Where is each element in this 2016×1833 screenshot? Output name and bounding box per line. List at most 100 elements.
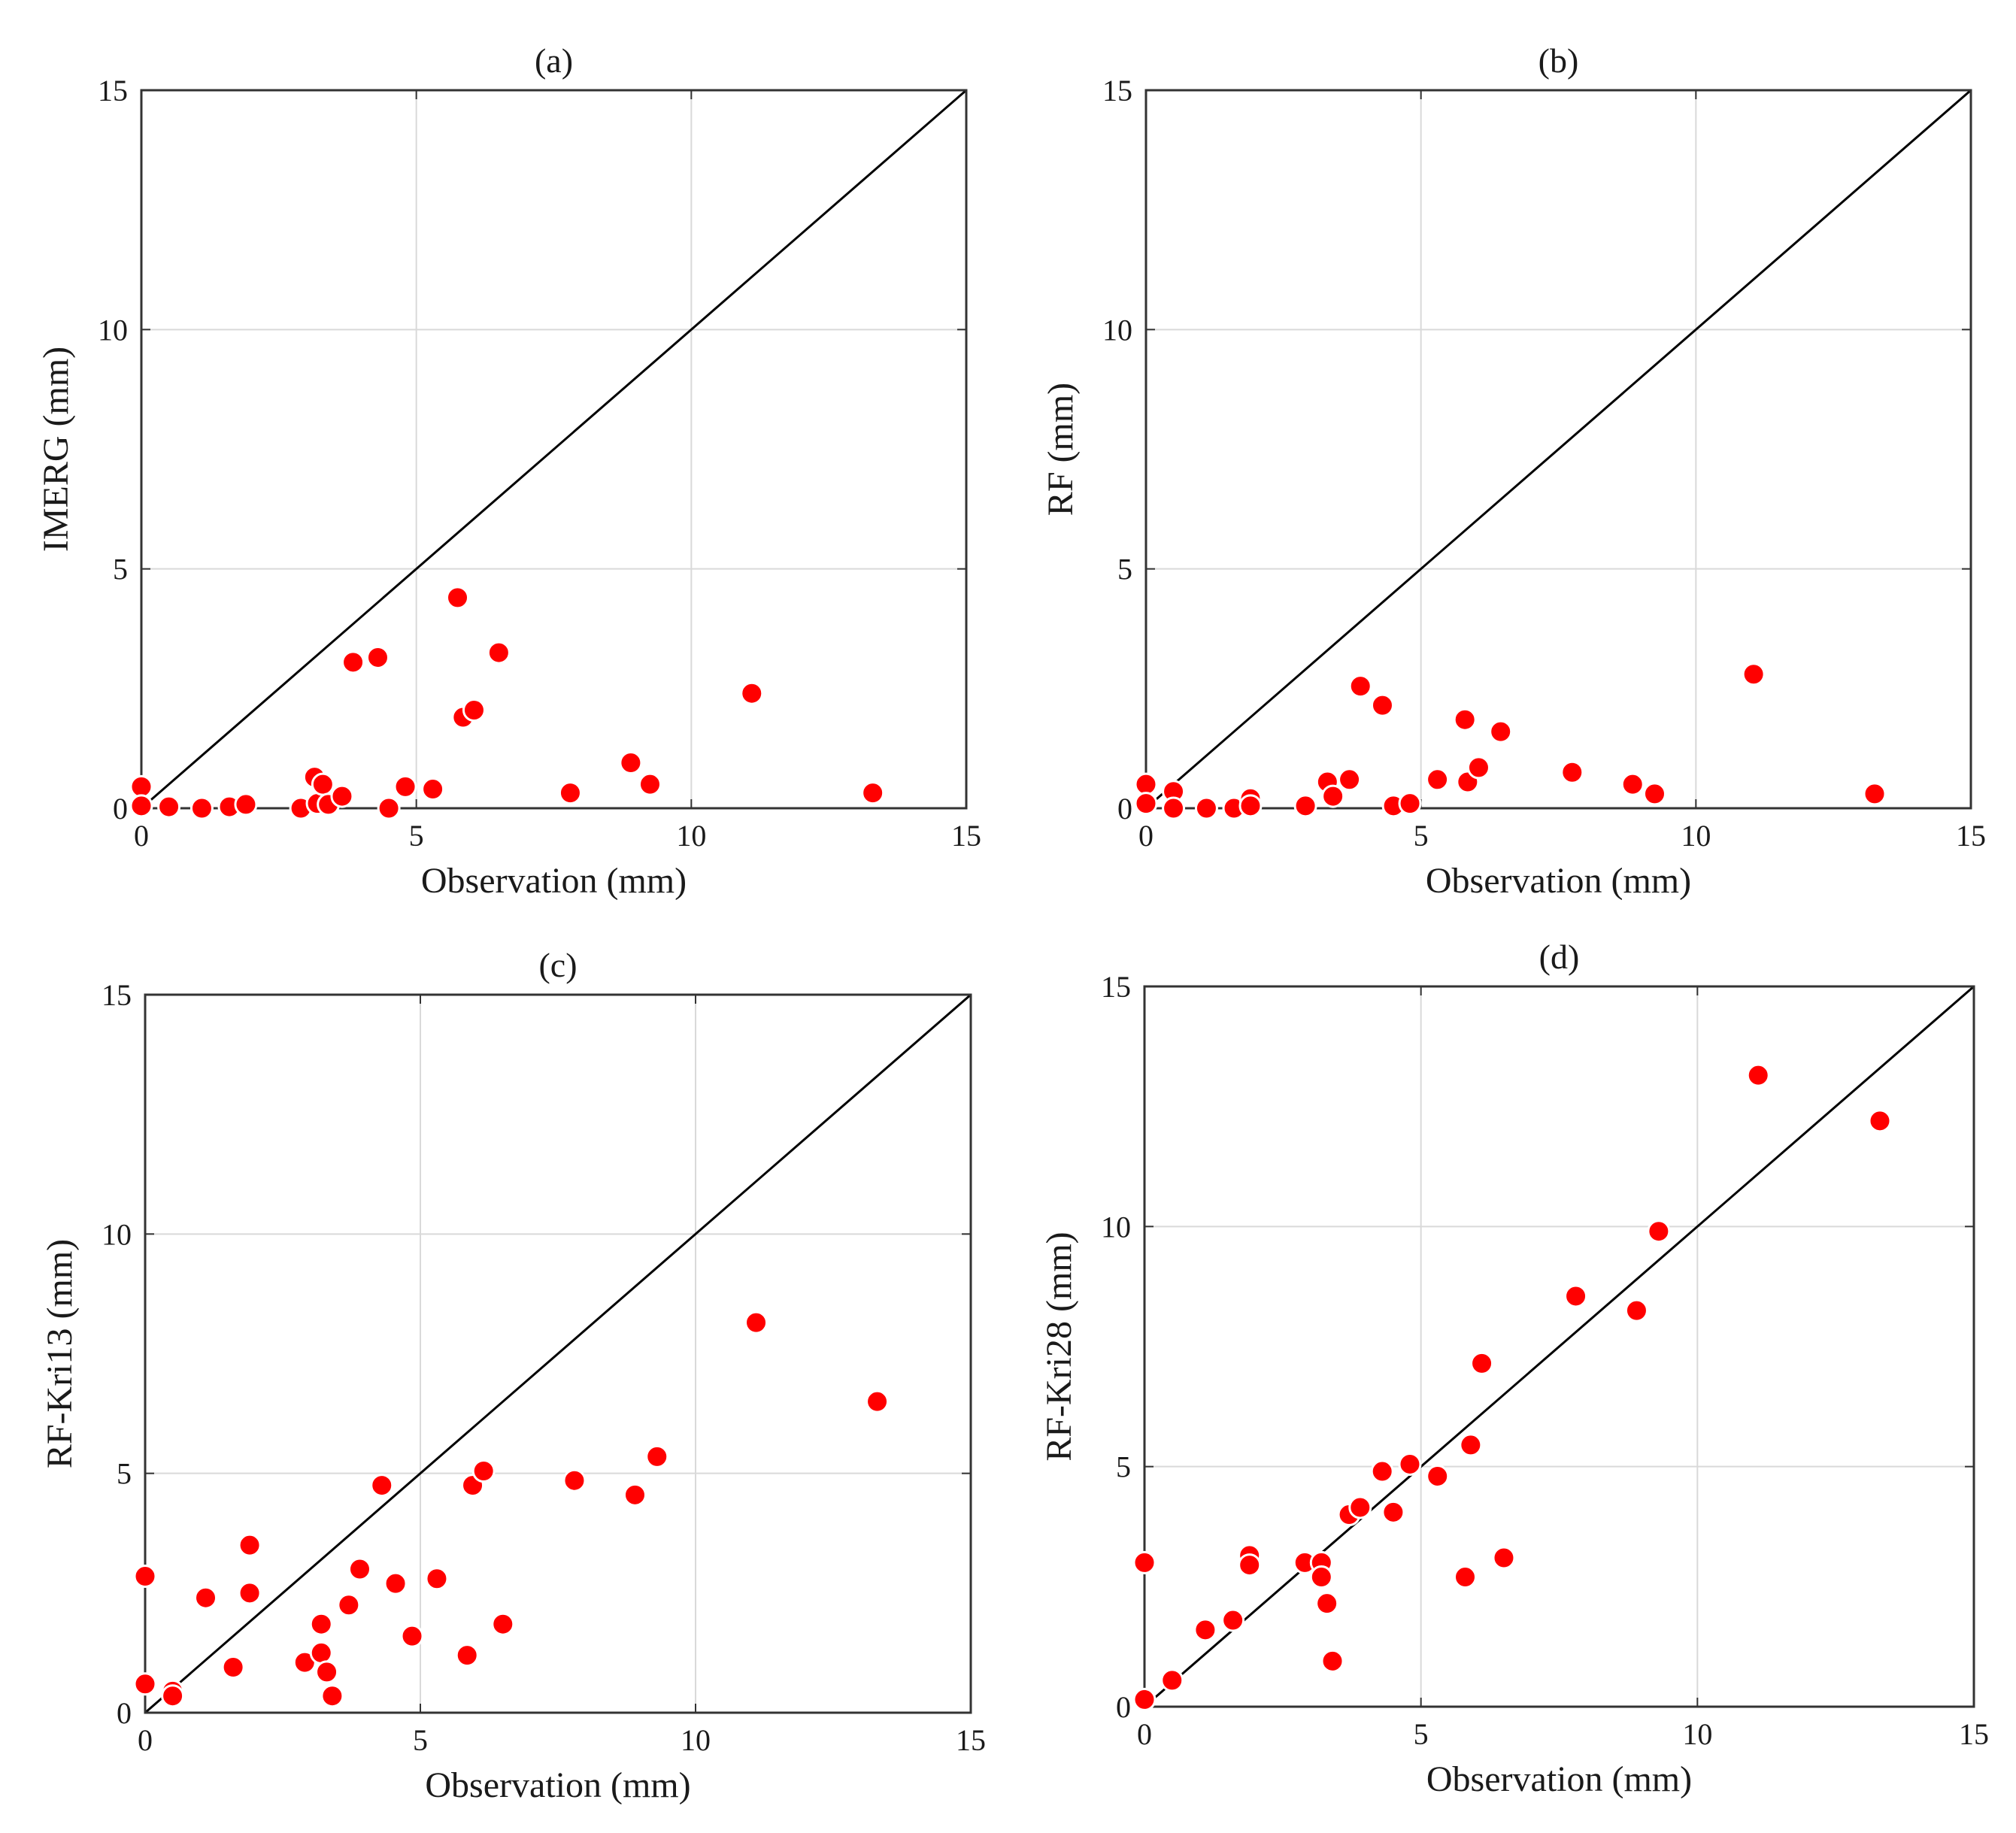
panel-d: 0 5 10 15 0 5 10 15 (d) Observation (mm) RF-Kri28 …: [1039, 938, 1989, 1799]
data-point: [315, 1660, 339, 1684]
y-tick-label: 10: [98, 313, 128, 347]
data-point: [866, 1389, 890, 1413]
data-point: [1470, 1351, 1494, 1375]
data-point: [1132, 1687, 1157, 1711]
data-point: [623, 1483, 647, 1507]
y-tick-label: 5: [1116, 1450, 1131, 1484]
data-point: [487, 641, 511, 665]
x-tick-label: 15: [956, 1723, 986, 1757]
data-point: [309, 1612, 333, 1636]
panel-title: (b): [1539, 41, 1579, 80]
y-tick-label: 15: [98, 74, 128, 108]
data-point: [1426, 768, 1450, 792]
x-axis-label: Observation (mm): [1426, 1759, 1692, 1799]
data-point: [320, 1684, 344, 1708]
data-point: [1309, 1565, 1333, 1589]
y-tick-label: 5: [113, 553, 128, 586]
y-tick-label: 5: [117, 1457, 132, 1491]
y-tick-label: 0: [1116, 1690, 1131, 1724]
data-point: [330, 784, 354, 808]
data-point: [161, 1684, 185, 1708]
data-point: [129, 774, 153, 798]
data-point: [383, 1571, 408, 1595]
x-tick-label: 0: [1138, 819, 1154, 853]
panel-title: (a): [535, 41, 573, 80]
data-point: [194, 1586, 218, 1610]
data-point: [1134, 772, 1158, 796]
x-tick-label: 5: [413, 1723, 428, 1757]
panel-c: 0 5 10 15 0 5 10 15 (c) Observation (mm) RF-Kri13 …: [40, 946, 986, 1805]
data-point: [157, 795, 181, 819]
data-point: [1624, 1298, 1648, 1322]
one-to-one-line: [1145, 89, 1972, 810]
data-point: [1868, 1109, 1892, 1133]
x-tick-label: 10: [681, 1723, 711, 1757]
data-point: [1238, 1553, 1262, 1577]
data-point: [1746, 1063, 1770, 1087]
data-point: [1348, 674, 1372, 698]
x-tick-label: 0: [138, 1723, 153, 1757]
data-point: [1348, 1495, 1372, 1519]
data-point: [337, 1593, 361, 1617]
data-point: [562, 1468, 587, 1492]
x-tick-label: 15: [1956, 819, 1986, 853]
x-tick-label: 0: [134, 819, 149, 853]
data-point: [619, 751, 643, 775]
data-point: [311, 772, 335, 796]
data-point: [393, 774, 417, 798]
data-point: [1338, 768, 1362, 792]
y-tick-label: 5: [1117, 553, 1132, 586]
data-point: [1194, 796, 1218, 820]
y-tick-label: 0: [113, 792, 128, 826]
panel-title: (d): [1539, 938, 1580, 976]
y-axis-label: RF-Kri28 (mm): [1039, 1232, 1079, 1461]
data-point: [638, 772, 662, 796]
data-point: [1398, 1452, 1422, 1476]
x-tick-label: 15: [951, 819, 981, 853]
data-point: [1453, 707, 1477, 732]
x-tick-label: 5: [1414, 1717, 1429, 1751]
y-axis-label: RF-Kri13 (mm): [40, 1239, 80, 1468]
data-point: [1863, 782, 1887, 806]
x-axis-label: Observation (mm): [425, 1765, 690, 1805]
y-tick-label: 15: [102, 978, 132, 1012]
data-point: [425, 1567, 449, 1591]
data-point: [238, 1533, 262, 1557]
data-point: [1564, 1284, 1588, 1308]
data-point: [861, 781, 885, 805]
data-point: [1426, 1464, 1450, 1488]
x-tick-label: 0: [1137, 1717, 1152, 1751]
data-point: [1620, 772, 1645, 796]
y-tick-label: 0: [117, 1696, 132, 1730]
data-point: [309, 1641, 333, 1665]
y-tick-label: 10: [102, 1217, 132, 1251]
data-point: [1132, 1550, 1157, 1574]
axes-box: [1143, 985, 1975, 1708]
x-tick-label: 5: [1414, 819, 1429, 853]
data-point: [341, 650, 365, 674]
axes-box: [140, 89, 968, 810]
data-point: [1647, 1219, 1671, 1244]
x-tick-label: 10: [1682, 1717, 1712, 1751]
data-point: [421, 777, 445, 801]
axes-box: [144, 993, 972, 1714]
data-point: [471, 1459, 496, 1483]
data-point: [221, 1656, 245, 1680]
x-tick-label: 15: [1959, 1717, 1989, 1751]
data-point: [1489, 720, 1513, 744]
data-point: [189, 796, 214, 820]
data-point: [1134, 792, 1158, 816]
data-point: [1160, 1668, 1184, 1692]
data-point: [1193, 1618, 1217, 1642]
y-tick-label: 10: [1102, 313, 1132, 347]
data-point: [365, 645, 390, 669]
panel-b: 0 5 10 15 0 5 10 15 (b) Observation (mm) RF (mm): [1041, 41, 1986, 901]
data-point: [1560, 760, 1584, 784]
data-point: [1459, 1433, 1483, 1457]
data-point: [1742, 662, 1766, 686]
data-point: [1492, 1546, 1516, 1570]
one-to-one-line: [1144, 985, 1975, 1708]
panel-a: 0 5 10 15 0 5 10 15 (a) Observation (mm) IMERG (mm…: [36, 41, 981, 901]
data-point: [446, 586, 470, 610]
